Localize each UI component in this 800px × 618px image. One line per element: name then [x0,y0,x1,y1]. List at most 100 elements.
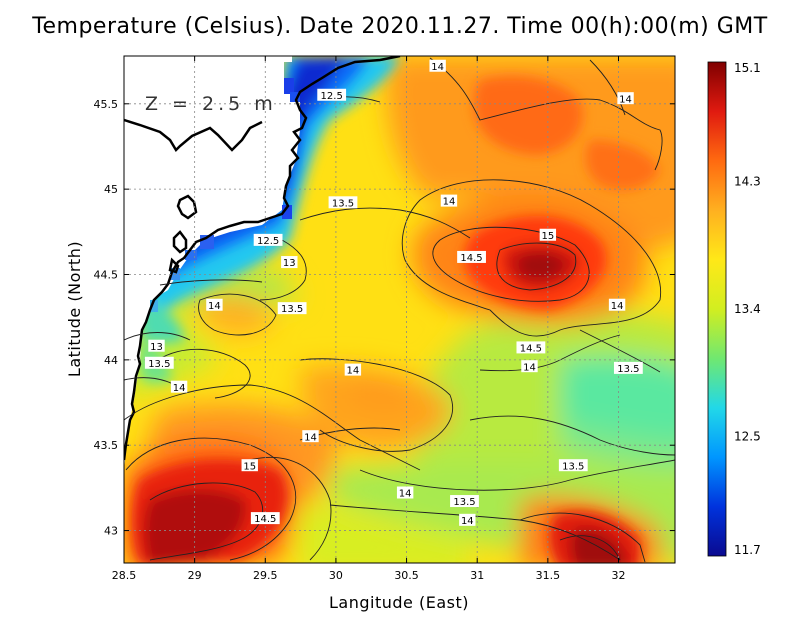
contour-label-text: 13.5 [453,497,475,508]
colorbar-tick-label: 14.3 [734,174,761,188]
x-tick-label: 30 [329,569,343,582]
x-tick-label: 30.5 [394,569,419,582]
y-axis: 43 43.5 44 44.5 45 45.5 [94,98,675,538]
contour-label-bg [450,495,479,508]
contour-label-bg [317,88,347,101]
contour-label-bg [277,302,307,315]
contour-label: 14 [429,59,446,73]
contour-label-bg [241,459,258,472]
plot-frame [123,55,676,564]
contour-label-text: 13 [150,342,163,353]
contour-label-text: 12.5 [321,91,343,102]
contour-label-text: 14 [461,516,474,527]
contour-label: 13.5 [558,459,588,472]
contour-label: 14.5 [516,341,546,355]
contour-label: 14 [302,430,319,443]
contour-label-bg [396,486,414,499]
coastline [124,56,401,461]
contour-label-bg [440,194,458,207]
contour-label-text: 14 [304,432,317,443]
y-tick-label: 43.5 [94,439,119,452]
y-tick-label: 45.5 [94,98,119,111]
y-axis-label: Latitude (North) [65,241,84,377]
contour-label: 14 [440,194,458,208]
y-tick-label: 44 [104,354,118,367]
contour-label-text: 13.5 [148,359,170,370]
contour-label: 15 [241,459,258,472]
contour-label-text: 14 [347,366,360,377]
contour-label: 14 [617,92,634,105]
chart-title: Temperature (Celsius). Date 2020.11.27. … [32,14,768,39]
contour-label-text: 14 [443,197,456,208]
contour-label-text: 15 [243,461,256,472]
contour-label-bg [344,363,362,376]
contour-label-text: 14 [619,94,632,105]
coastal-cells [150,78,300,312]
contour-label-text: 14 [431,62,444,73]
contour-label-text: 13.5 [332,198,354,209]
x-tick-label: 28.5 [112,569,137,582]
contour-label: 14.5 [457,250,486,264]
contour-label-bg [521,360,538,373]
contour-label-text: 14.5 [254,514,276,525]
contour-label-bg [457,250,486,263]
x-tick-label: 31 [470,569,484,582]
colorbar-tick-label: 13.4 [734,302,761,316]
y-tick-label: 45 [104,183,118,196]
depth-label: Z = 2.5 m [145,93,277,115]
contour-label-bg [613,361,643,374]
contour-label-text: 14.5 [520,344,542,355]
contour-label-bg [144,356,174,369]
contour-label-bg [281,256,298,269]
contour-label: 14 [206,298,223,312]
contour-label-text: 13 [283,258,296,269]
contour-label: 13 [281,256,298,269]
x-tick-label: 29.5 [253,569,278,582]
contour-label-bg [328,196,358,209]
contour-label: 13.5 [277,302,307,315]
contour-label: 12.5 [317,88,347,102]
contour-label-text: 12.5 [257,236,279,247]
contour-label: 12.5 [253,233,283,247]
contour-label: 13.5 [144,356,174,370]
colorbar-ticks: 15.1 14.3 13.4 12.5 11.7 [734,61,761,557]
contour-label-layer: 14 14 12.5 14 13.5 15 14.5 12.5 13 14 13.5 14 14.5 13… [144,59,643,527]
contour-label-text: 14 [611,301,624,312]
contour-label-bg [516,341,546,354]
grid-lines [124,56,675,563]
contour-label: 13.5 [328,196,358,209]
contour-label: 14 [459,513,476,527]
contour-label-bg [302,430,319,443]
contour-label: 15 [539,228,557,242]
x-tick-label: 29 [188,569,202,582]
contour-label-text: 14 [173,383,186,394]
colorbar-tick-label: 15.1 [734,61,761,75]
land-mask [124,56,300,470]
contour-label-bg [206,298,223,311]
contour-label: 14.5 [250,512,280,525]
x-tick-label: 32 [611,569,625,582]
contour-label-text: 14 [208,301,221,312]
contour-label: 14 [396,486,414,500]
contour-label-bg [608,298,626,311]
y-tick-label: 44.5 [94,269,119,282]
contour-label: 14 [170,380,188,394]
contour-lines [124,57,675,563]
colorbar-tick-label: 12.5 [734,430,761,444]
x-axis-label: Langitude (East) [329,593,469,612]
contour-label-bg [250,512,280,525]
contour-label-text: 14 [523,362,536,373]
x-tick-label: 31.5 [536,569,561,582]
contour-label: 14 [344,363,362,377]
contour-label-bg [539,228,557,241]
contour-label-text: 13.5 [281,304,303,315]
contour-label-bg [170,380,188,393]
contour-label-bg [148,339,165,352]
y-tick-label: 43 [104,525,118,538]
contour-label-bg [429,59,446,72]
x-axis: 28.5 29 29.5 30 30.5 31 31.5 32 [112,56,625,582]
contour-label-text: 14.5 [460,253,482,264]
contour-label: 14 [608,298,626,312]
contour-label-text: 13.5 [617,364,639,375]
